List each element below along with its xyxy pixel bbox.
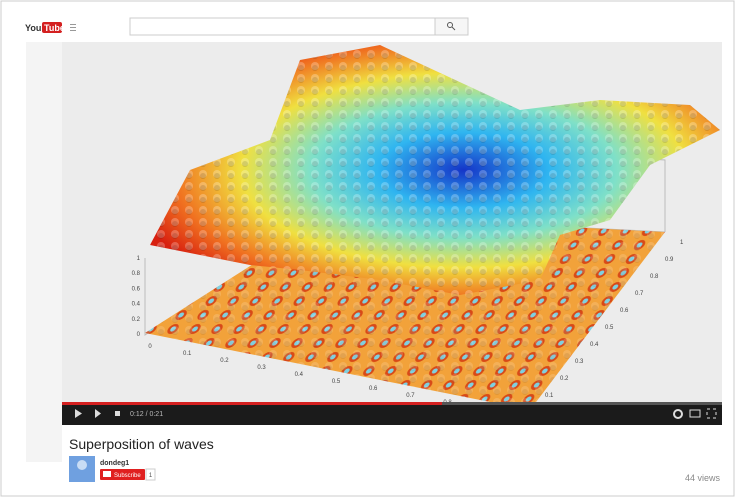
- axis-tick-label: 0.6: [620, 308, 629, 314]
- subscribe-label[interactable]: Subscribe: [114, 473, 141, 479]
- sidebar-gap: [26, 42, 62, 462]
- axis-tick-label: 0.4: [132, 302, 141, 308]
- play-button[interactable]: [75, 409, 82, 418]
- axis-tick-label: 0.8: [132, 271, 141, 277]
- logo-tube[interactable]: Tube: [44, 23, 65, 33]
- time-display: 0:12 / 0:21: [130, 411, 163, 418]
- settings-button[interactable]: [673, 409, 683, 419]
- subscribe-button[interactable]: [100, 469, 145, 480]
- axis-tick-label: 0.2: [220, 358, 229, 364]
- theater-button[interactable]: [689, 409, 701, 418]
- volume-button[interactable]: [115, 411, 120, 416]
- subscriber-count: 1: [149, 473, 153, 479]
- axis-tick-label: 0.5: [332, 379, 341, 385]
- axis-tick-label: 1: [137, 256, 141, 262]
- subscribe-icon: [103, 471, 111, 477]
- view-count: 44 views: [685, 473, 721, 483]
- axis-tick-label: 0.7: [406, 393, 415, 399]
- axis-tick-label: 0.8: [650, 274, 659, 280]
- control-bar: [62, 403, 722, 425]
- axis-tick-label: 1: [680, 240, 684, 246]
- axis-tick-label: 0.3: [575, 359, 584, 365]
- axis-tick-label: 0.6: [369, 386, 378, 392]
- search-box[interactable]: [129, 17, 436, 36]
- axis-tick-label: 0: [148, 344, 152, 350]
- menu-icon[interactable]: [70, 24, 76, 31]
- axis-tick-label: 0: [137, 332, 141, 338]
- axis-tick-label: 0.3: [257, 365, 266, 371]
- axis-tick-label: 0.2: [132, 317, 141, 323]
- avatar-head: [77, 460, 87, 470]
- channel-name[interactable]: dondeg1: [100, 460, 129, 467]
- wave-surface-bumps: [150, 45, 720, 295]
- subscriber-box: [145, 468, 156, 481]
- axis-tick-label: 0.9: [665, 257, 674, 263]
- axis-tick-label: 0.6: [132, 286, 141, 292]
- axis-tick-label: 0.4: [590, 342, 599, 348]
- axis-tick-label: 0.7: [635, 291, 644, 297]
- axis-tick-label: 0.4: [295, 372, 304, 378]
- axis-tick-label: 0.2: [560, 376, 569, 382]
- progress-played: [62, 402, 442, 405]
- axis-tick-label: 0.1: [183, 351, 192, 357]
- fullscreen-button[interactable]: [706, 408, 717, 419]
- video-title: Superposition of waves: [69, 436, 214, 452]
- logo-box: [42, 22, 62, 33]
- next-button[interactable]: [95, 409, 101, 418]
- axis-tick-label: 0.5: [605, 325, 614, 331]
- axis-tick-label: 0.1: [545, 393, 554, 399]
- logo-you[interactable]: You: [25, 23, 41, 33]
- search-icon: [447, 22, 453, 28]
- search-icon-handle: [451, 26, 456, 31]
